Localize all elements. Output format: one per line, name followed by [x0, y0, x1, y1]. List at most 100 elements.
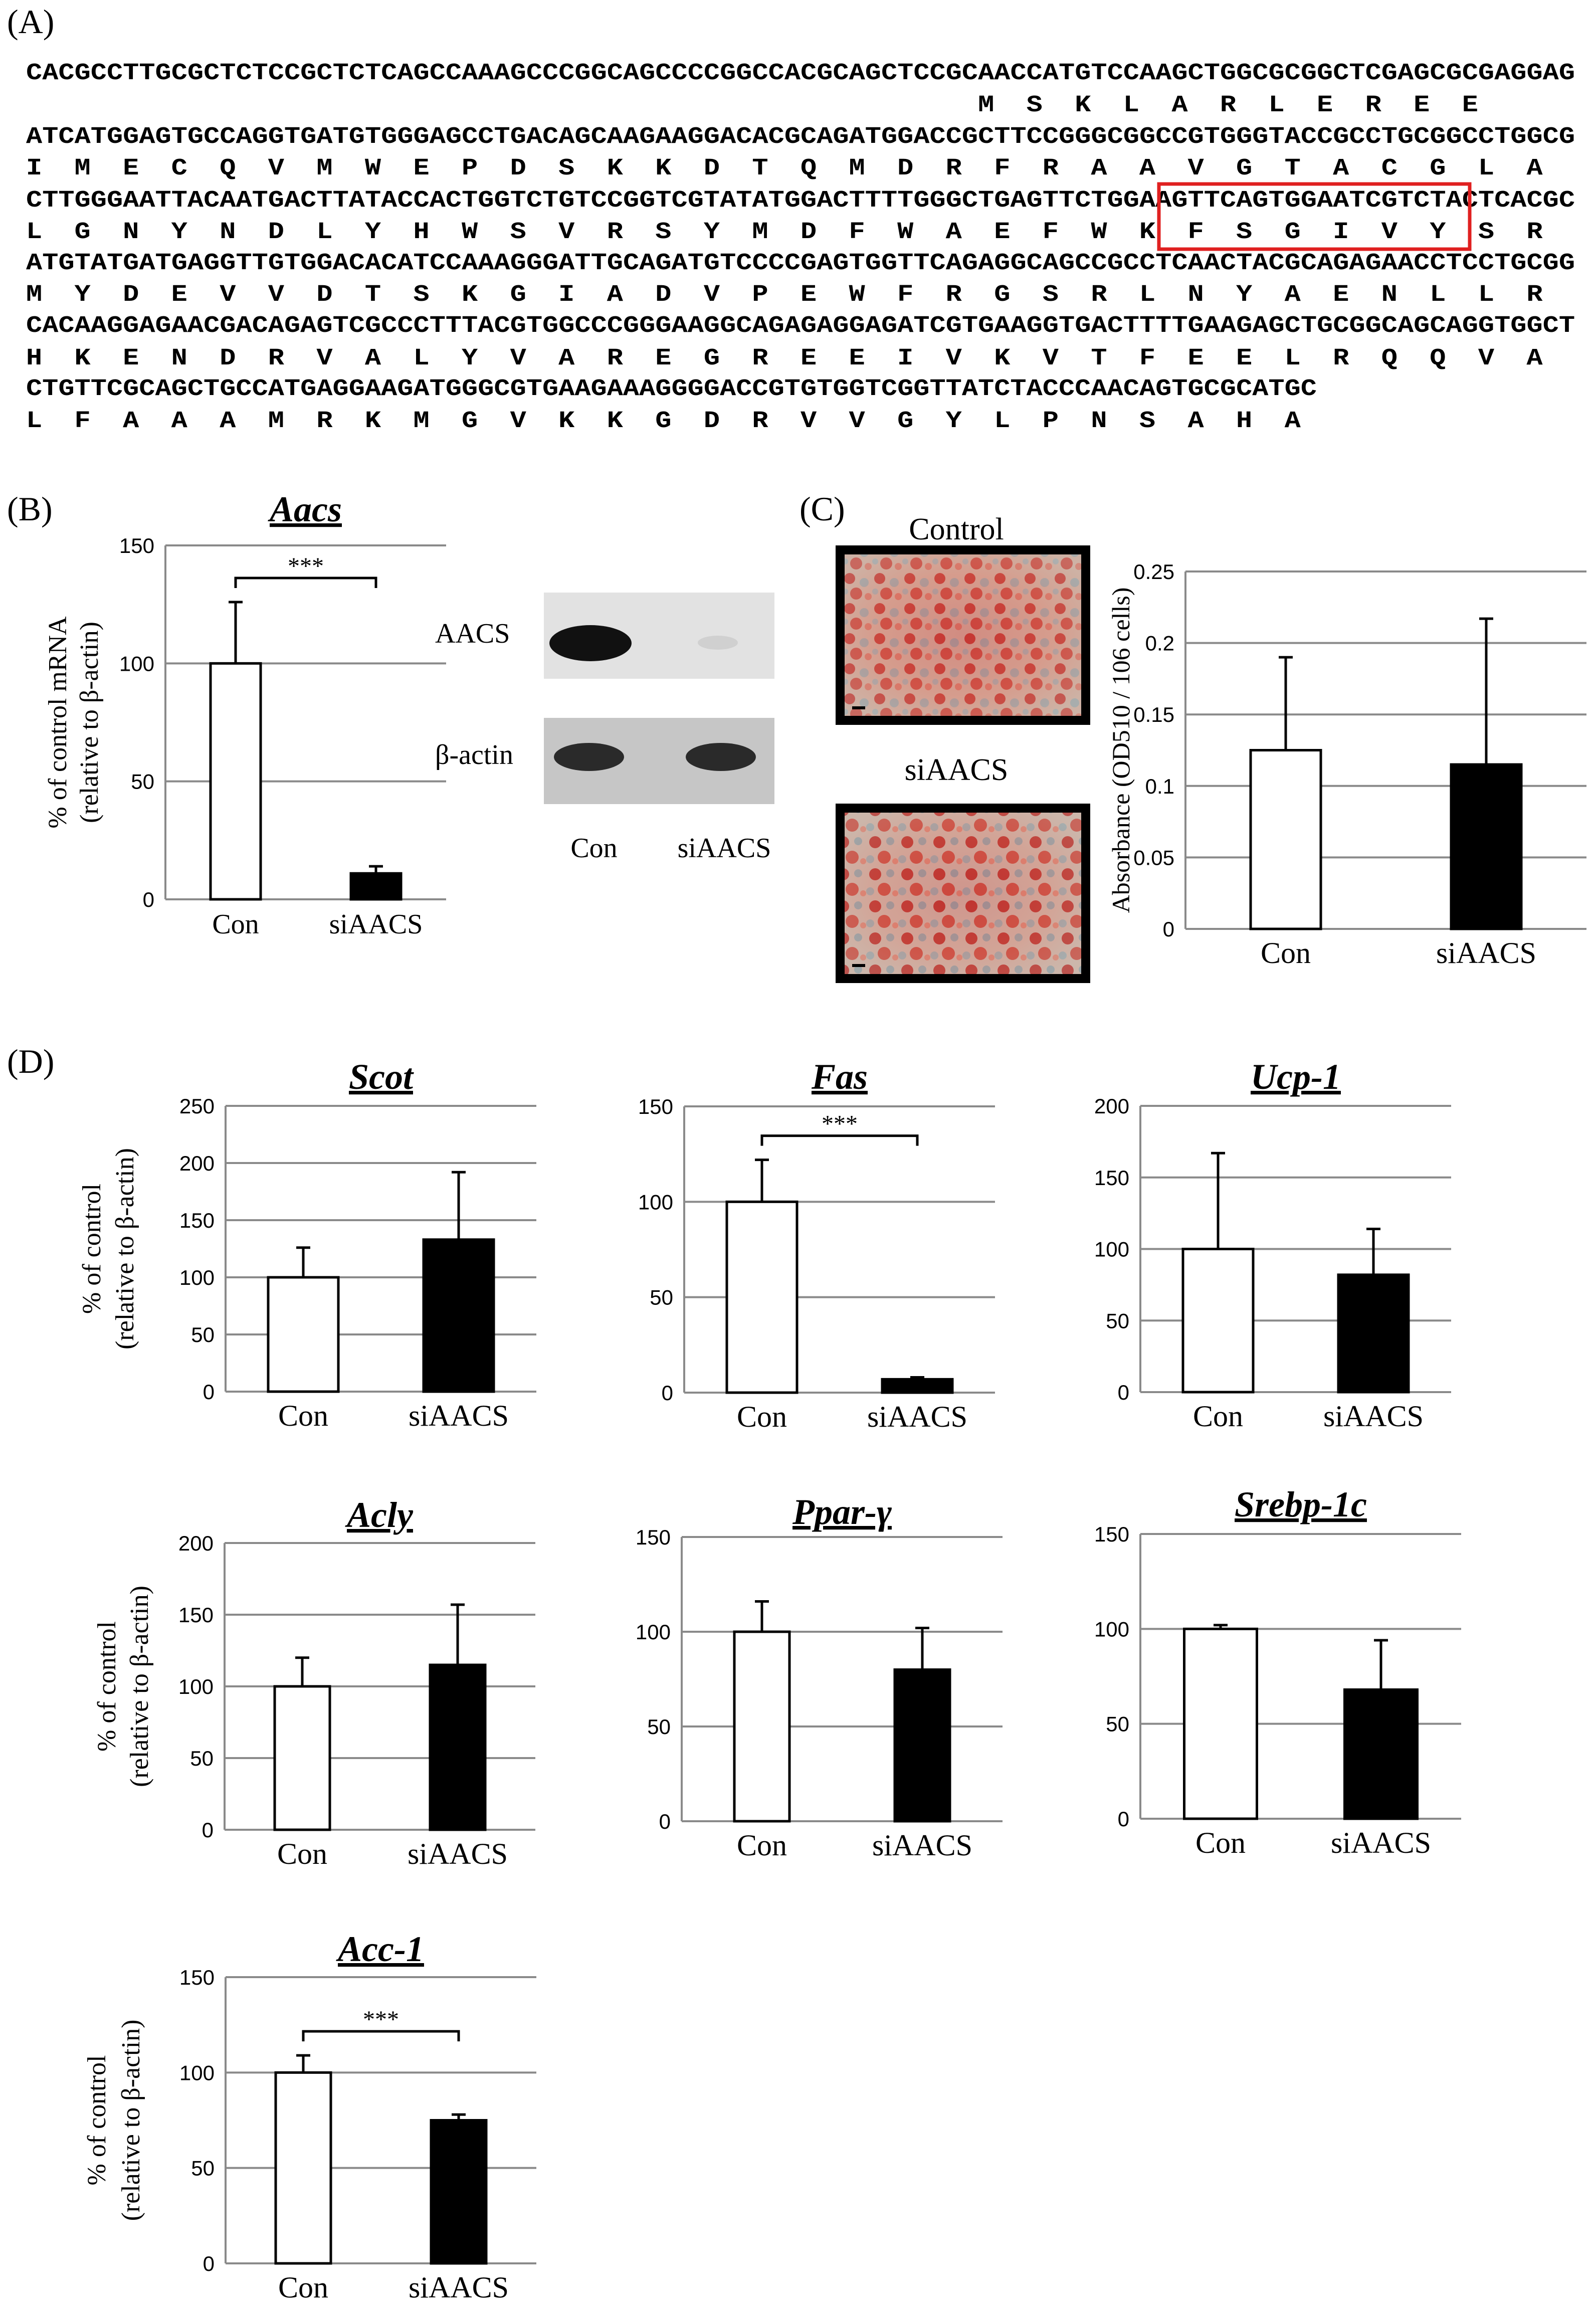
y-tick-label: 100	[1094, 1617, 1129, 1641]
y-tick-label: 150	[179, 1966, 215, 1989]
dna-line: CACGCCTTGCGCTCTCCGCTCTCAGCCAAAGCCCGGCAGC…	[26, 60, 1575, 87]
x-tick-label: siAACS	[408, 1837, 508, 1870]
significance-bracket	[760, 1134, 919, 1146]
sirna-target-highlight	[1157, 182, 1472, 251]
chart-title: Fas	[811, 1057, 868, 1097]
bar-con	[209, 662, 262, 901]
chart-ppar: 0 50 100 150 Con siAACS Ppar-γ	[636, 1492, 1003, 1862]
image-label-control: Control	[909, 512, 1004, 546]
y-tick-label: 100	[179, 2061, 215, 2084]
y-axis-label: % of control	[78, 1184, 106, 1314]
y-tick-label: 0	[1118, 1381, 1129, 1404]
aa-line: L F A A A M R K M G V K K G D R V V G Y …	[26, 408, 1301, 435]
y-tick-label: 200	[179, 1151, 215, 1175]
y-axis-label: % of control	[93, 1621, 121, 1752]
chart-title: Scot	[349, 1057, 414, 1097]
y-axis-sublabel: (relative to β-actin)	[111, 1148, 139, 1350]
chart-title: Aacs	[268, 489, 342, 529]
y-tick-label: 100	[636, 1620, 671, 1644]
y-tick-label: 0	[203, 2252, 215, 2275]
image-label-siaacs: siAACS	[905, 753, 1009, 787]
y-tick-label: 0	[203, 1380, 215, 1404]
bar-siaacs	[881, 1378, 954, 1394]
band-aacs-siaacs	[698, 636, 738, 650]
x-tick-label: siAACS	[867, 1400, 967, 1433]
y-tick-label: 150	[119, 534, 154, 557]
aa-line: I M E C Q V M W E P D S K K D T Q M D R …	[26, 155, 1543, 182]
dna-line: CACAAGGAGAACGACAGAGTCGCCCTTTACGTGGCCCGGG…	[26, 313, 1575, 339]
dna-line: ATCATGGAGTGCCAGGTGATGTGGGAGCCTGACAGCAAGA…	[26, 124, 1575, 150]
blot-label-actin: β-actin	[435, 739, 513, 771]
x-tick-label: Con	[212, 909, 259, 940]
x-tick-label: siAACS	[329, 909, 423, 940]
bar-siaacs	[430, 2119, 488, 2265]
bar-con	[725, 1200, 799, 1394]
chart-title: Ppar-γ	[792, 1492, 892, 1532]
bar-con	[733, 1630, 791, 1823]
aa-line: M Y D E V V D T S K G I A D V P E W F R …	[26, 282, 1543, 308]
y-tick-label: 150	[1094, 1166, 1129, 1190]
western-blot: AACS β-actin Con siAACS	[435, 593, 774, 864]
chart-ucp1: 0 50 100 150 200 Con siAACS Ucp-1	[1094, 1057, 1451, 1433]
y-tick-label: 0	[202, 1818, 214, 1842]
bar-siaacs	[422, 1238, 495, 1393]
dna-line: CTTGGGAATTACAATGACTTATACCACTGGTCTGTCCGGT…	[26, 187, 1575, 214]
x-tick-label: siAACS	[872, 1829, 972, 1862]
aa-line: L G N Y N D L Y H W S V R S Y M D F W A …	[26, 219, 1543, 246]
x-tick-label: Con	[277, 1837, 327, 1870]
x-tick-label: Con	[1195, 1826, 1246, 1859]
x-tick-label: Con	[278, 1399, 328, 1432]
chart-acly: 0 50 100 150 200 Con siAACS Acly % of control (re…	[93, 1495, 535, 1870]
blot-label-aacs: AACS	[435, 618, 510, 649]
bar-con	[274, 2071, 332, 2265]
x-tick-label: Con	[1261, 936, 1311, 970]
significance-bracket	[302, 2030, 460, 2042]
chart-srebp: 0 50 100 150 Con siAACS Srebp-1c	[1094, 1484, 1461, 1859]
y-tick-label: 0.05	[1133, 846, 1174, 869]
panel-label-b: (B)	[7, 490, 53, 528]
chart-acc1: 0 50 100 150 Con siAACS *** Acc-1 % of control (r…	[83, 1929, 536, 2304]
charts-layer: 0 50 100 150 Con siAACS *** Aacs % of control mR…	[44, 489, 1586, 2304]
x-tick-label: siAACS	[409, 2271, 509, 2304]
bar-siaacs	[429, 1663, 487, 1831]
band-actin-siaacs	[686, 743, 756, 771]
y-axis-label: % of control mRNA	[44, 616, 72, 829]
significance-label: ***	[822, 1111, 858, 1137]
chart-fas: 0 50 100 150 Con siAACS *** Fas	[638, 1057, 995, 1433]
blot-lane-con: Con	[570, 833, 617, 864]
significance-bracket	[234, 576, 377, 588]
y-tick-label: 50	[131, 770, 154, 794]
significance-label: ***	[363, 2006, 399, 2033]
panel-label-d: (D)	[7, 1042, 54, 1080]
chart-title: Srebp-1c	[1235, 1484, 1367, 1524]
y-tick-label: 0	[1163, 917, 1174, 941]
y-tick-label: 250	[179, 1094, 215, 1118]
x-tick-label: Con	[1193, 1400, 1243, 1433]
bar-siaacs	[1343, 1688, 1419, 1820]
x-tick-label: siAACS	[409, 1399, 509, 1432]
significance-label: ***	[288, 553, 324, 580]
y-axis-label: % of control	[83, 2055, 111, 2186]
y-tick-label: 0.2	[1145, 632, 1174, 655]
chart-title: Acc-1	[336, 1929, 424, 1969]
aa-line: H K E N D R V A L Y V A R E G R E E I V …	[26, 345, 1543, 372]
bar-con	[1183, 1627, 1258, 1820]
panel-label-c: (C)	[800, 490, 845, 528]
y-tick-label: 0	[662, 1381, 673, 1405]
y-tick-label: 150	[179, 1209, 215, 1232]
bar-siaacs	[1337, 1273, 1410, 1394]
y-tick-label: 0	[1118, 1807, 1129, 1831]
chart-scot: 0 50 100 150 200 250 Con siAACS Scot % of control…	[78, 1057, 536, 1432]
y-tick-label: 0.25	[1133, 560, 1174, 584]
chart-title: Acly	[345, 1495, 414, 1535]
y-tick-label: 50	[1106, 1309, 1129, 1332]
x-tick-label: siAACS	[1436, 936, 1536, 970]
bar-con	[1249, 749, 1322, 930]
x-tick-label: Con	[737, 1400, 787, 1433]
y-tick-label: 100	[638, 1190, 673, 1214]
dna-line: CTGTTCGCAGCTGCCATGAGGAAGATGGGCGTGAAGAAAG…	[26, 376, 1317, 403]
y-tick-label: 50	[191, 1323, 215, 1346]
band-actin-con	[554, 743, 624, 771]
y-tick-label: 100	[178, 1675, 214, 1698]
